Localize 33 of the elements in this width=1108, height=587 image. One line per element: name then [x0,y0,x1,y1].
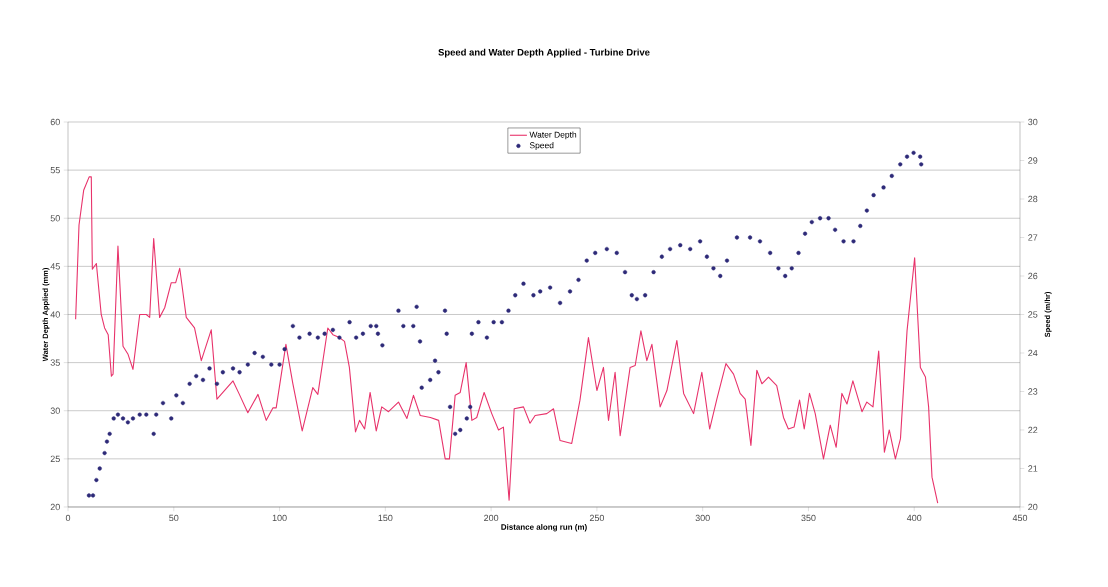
chart-title: Speed and Water Depth Applied - Turbine Drive [438,48,650,58]
legend-label: Speed [529,142,554,150]
x-tick-label: 350 [801,514,816,522]
y-tick-label: 45 [50,263,60,270]
x-tick-label: 400 [906,514,922,522]
x-tick-label: 0 [65,514,71,522]
y-tick-label: 60 [50,118,60,126]
y2-tick-label: 28 [1028,195,1038,203]
y2-tick-label: 21 [1028,465,1038,472]
y-tick-label: 25 [50,455,60,463]
y2-tick-label: 23 [1028,388,1038,395]
x-tick-label: 50 [169,514,179,522]
y2-tick-label: 25 [1028,311,1038,318]
x-tick-label: 200 [484,514,499,522]
y-tick-label: 30 [50,407,60,414]
y-tick-label: 20 [50,503,60,511]
x-tick-label: 150 [378,514,393,522]
x-tick-label: 450 [1012,514,1028,522]
y-tick-label: 55 [50,166,60,174]
y2-tick-label: 20 [1028,503,1038,511]
y2-tick-label: 27 [1028,234,1038,241]
y2-tick-label: 30 [1028,118,1038,126]
x-tick-label: 250 [589,514,605,522]
y2-tick-label: 29 [1028,157,1038,164]
y2-tick-label: 22 [1028,426,1038,434]
y-tick-label: 50 [50,215,60,222]
y-tick-label: 40 [50,311,60,318]
y2-tick-label: 24 [1028,349,1038,357]
legend-label: Water Depth [529,131,577,140]
y2-tick-label: 26 [1028,272,1038,280]
y-tick-label: 35 [50,359,60,366]
x-tick-label: 100 [272,514,287,522]
x-tick-label: 300 [695,514,710,522]
